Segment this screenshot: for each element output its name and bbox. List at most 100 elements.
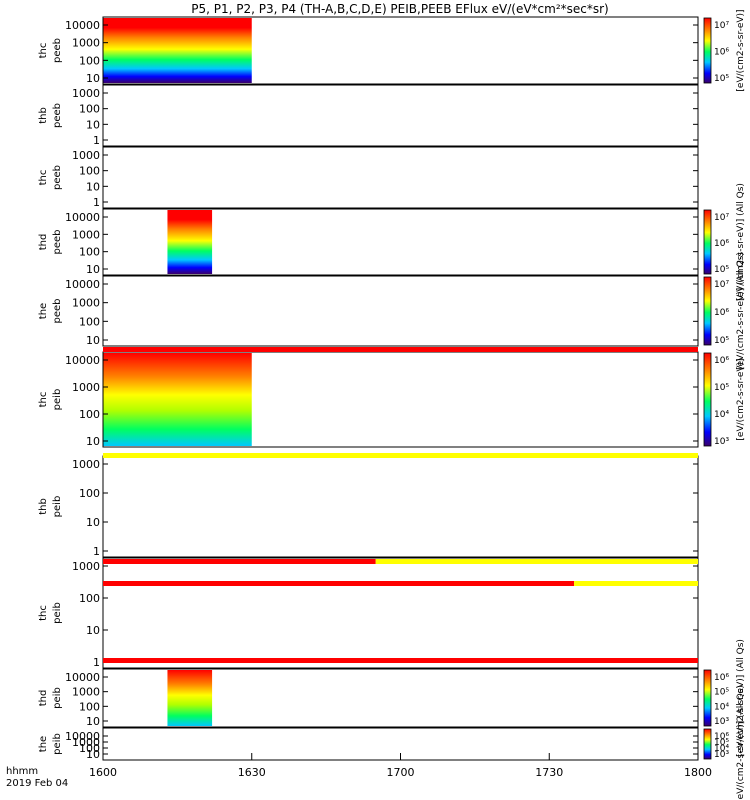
y-tick-label: 1000 <box>72 560 100 573</box>
spectrogram-thd_peeb <box>167 210 213 274</box>
y-tick-label: 10 <box>86 748 100 761</box>
y-tick-label: 10000 <box>65 19 100 32</box>
panel-label-probe: the <box>38 303 49 319</box>
panel-label-product: peib <box>52 733 63 755</box>
spectrogram-thd_peib <box>167 670 213 726</box>
colorbar-tick-label: 10⁴ <box>714 702 729 712</box>
panel-thb_peeb: 1 10 100 1000 thb peeb <box>38 84 699 147</box>
panel-label-product: peeb <box>52 230 63 255</box>
status-bar-segment <box>103 453 698 458</box>
panel-thc_peeb: 10 100 1000 10000 thc peeb 10⁵ 10⁶ 10⁷ [eV/(cm2-s… <box>38 9 746 91</box>
panel-thc_peib: 10 100 1000 10000 thc peib 10³ 10⁴ 10⁵ 10⁶ [eV/(cm… <box>38 351 746 448</box>
x-axis-label: hhmm <box>6 766 38 777</box>
y-tick-label: 100 <box>79 487 100 500</box>
y-tick-label: 100 <box>79 408 100 421</box>
x-tick-label: 1630 <box>238 766 266 779</box>
y-tick-label: 1000 <box>72 37 100 50</box>
status-bar-segment <box>103 559 376 564</box>
status-bars <box>103 347 698 663</box>
colorbar-tick-label: 10⁷ <box>714 21 729 31</box>
colorbar-title: [eV/(cm2-s-sr-eV)] (All Qs) <box>736 685 746 800</box>
panel-label-product: peeb <box>52 103 63 128</box>
colorbar-tick-label: 10³ <box>714 437 729 447</box>
y-tick-label: 100 <box>79 742 100 755</box>
colorbar-tick-label: 10⁴ <box>714 744 729 754</box>
panel-label-product: peeb <box>52 38 63 63</box>
panel-label-probe: thd <box>38 690 49 707</box>
y-tick-label: 10000 <box>65 211 100 224</box>
colorbar-tick-label: 10⁶ <box>714 48 729 58</box>
time-axis: 1600 1630 1700 1730 1800 <box>89 753 712 779</box>
colorbar-tick-label: 10⁶ <box>714 308 729 318</box>
panel-frame <box>102 668 699 728</box>
y-tick-label: 10 <box>86 624 100 637</box>
colorbar-tick-label: 10⁶ <box>714 356 729 366</box>
status-bar-segment <box>103 658 698 663</box>
y-tick-label: 100 <box>79 315 100 328</box>
panel-frame <box>102 557 699 669</box>
colorbar-tick-label: 10⁶ <box>714 673 729 683</box>
panel-thd_peeb: 10 100 1000 10000 thd peeb 10⁵ 10⁶ 10⁷ [eV/(cm2-s… <box>38 183 746 301</box>
colorbar-title: [eV/(cm2-s-sr-eV)] (All Qs) <box>736 252 746 370</box>
y-tick-label: 10 <box>86 435 100 448</box>
panel-label-probe: thb <box>38 498 49 515</box>
y-tick-label: 1 <box>93 134 100 147</box>
panel-frame <box>102 146 699 209</box>
panel-label-probe: thc <box>38 170 49 186</box>
panel-label-product: peeb <box>52 299 63 324</box>
y-tick-label: 100 <box>79 103 100 116</box>
x-tick-label: 1600 <box>89 766 117 779</box>
spectrogram-thc_peeb <box>103 18 252 83</box>
colorbar-title: [eV/(cm2-s-sr-eV)] <box>736 9 746 91</box>
y-tick-label: 1 <box>93 196 100 209</box>
y-tick-label: 100 <box>79 54 100 67</box>
y-tick-label: 10 <box>86 72 100 85</box>
colorbar-tick-label: 10⁵ <box>714 738 729 748</box>
y-tick-label: 10000 <box>65 354 100 367</box>
panel-label-product: peib <box>52 602 63 624</box>
figure-title: P5, P1, P2, P3, P4 (TH-A,B,C,D,E) PEIB,P… <box>191 2 608 16</box>
panel-label-probe: thd <box>38 234 49 251</box>
panel-label-probe: thb <box>38 107 49 124</box>
y-tick-label: 10000 <box>65 278 100 291</box>
panel-label-probe: the <box>38 736 49 752</box>
y-tick-label: 10000 <box>65 730 100 743</box>
y-tick-label: 10000 <box>65 671 100 684</box>
colorbar-thc_peib <box>703 352 712 447</box>
x-tick-label: 1730 <box>535 766 563 779</box>
panel-thc_peeb_2: 1 10 100 1000 thc peeb <box>38 146 699 209</box>
panel-frame <box>102 16 699 85</box>
colorbar-thd_peeb <box>703 209 712 275</box>
panel-label-product: peeb <box>52 165 63 190</box>
panel-the_peeb: 10 100 1000 10000 the peeb 10⁵ 10⁶ 10⁷ [eV/(cm2-s… <box>38 252 746 370</box>
y-tick-label: 1 <box>93 656 100 669</box>
y-tick-label: 10 <box>86 118 100 131</box>
panel-label-product: peib <box>52 687 63 709</box>
panel-label-probe: thc <box>38 605 49 621</box>
colorbar-thd_peib <box>703 669 712 727</box>
y-tick-label: 100 <box>79 165 100 178</box>
y-tick-label: 100 <box>79 700 100 713</box>
y-tick-label: 1000 <box>72 149 100 162</box>
panel-label-product: peib <box>52 389 63 411</box>
colorbar-the_peib <box>703 728 712 760</box>
colorbar-tick-label: 10⁵ <box>714 265 729 275</box>
y-tick-label: 1 <box>93 545 100 558</box>
colorbar-the_peeb <box>703 276 712 346</box>
panel-label-probe: thc <box>38 392 49 408</box>
panel-frame <box>102 455 699 558</box>
status-bar-segment <box>103 347 698 352</box>
colorbar-tick-label: 10⁴ <box>714 410 729 420</box>
panel-thc_peib_2: 1 10 100 1000 thc peib <box>38 557 699 669</box>
panel-label-product: peib <box>52 496 63 518</box>
y-tick-label: 100 <box>79 592 100 605</box>
y-tick-label: 10 <box>86 180 100 193</box>
y-tick-label: 10 <box>86 516 100 529</box>
y-tick-label: 1000 <box>72 736 100 749</box>
colorbar-tick-label: 10⁵ <box>714 74 729 84</box>
y-tick-label: 1000 <box>72 228 100 241</box>
